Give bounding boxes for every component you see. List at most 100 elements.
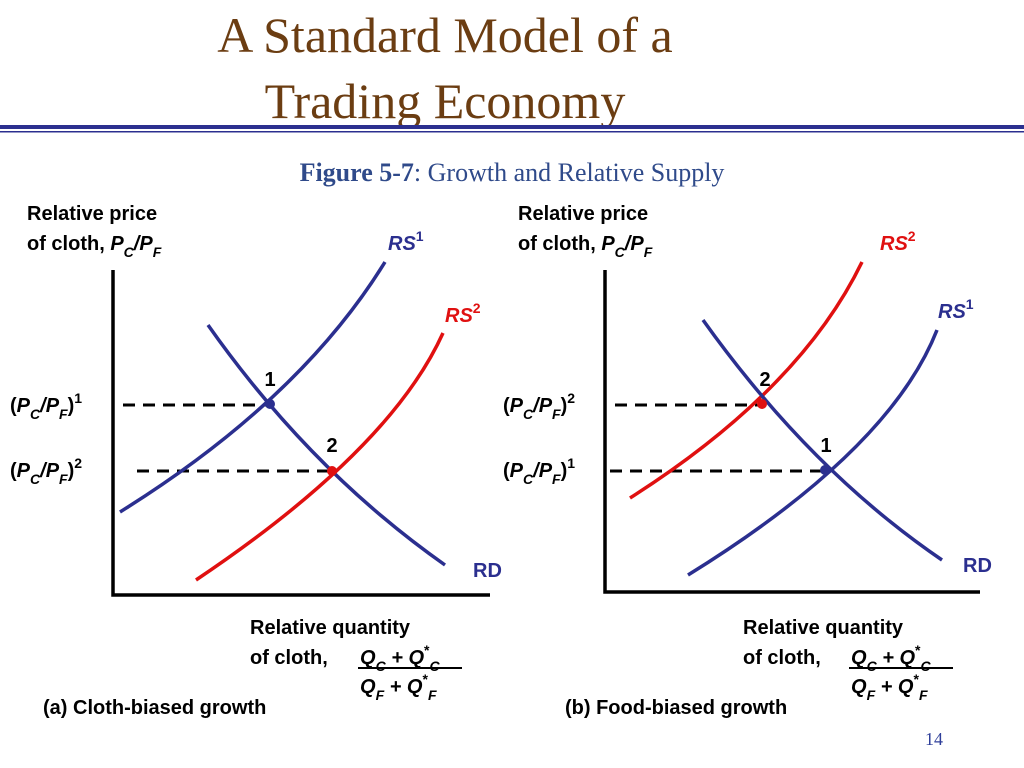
label-part: 2 bbox=[473, 300, 481, 316]
x-axis-label: of cloth, bbox=[250, 647, 333, 669]
page-number: 14 bbox=[925, 729, 943, 749]
label-part: ( bbox=[503, 395, 510, 417]
title-line: A Standard Model of a bbox=[217, 7, 672, 63]
label-part: Q bbox=[360, 647, 376, 669]
label-part: Q bbox=[360, 676, 376, 698]
curve-label: RD bbox=[473, 560, 502, 582]
label-part: F bbox=[552, 471, 561, 487]
label-part: ( bbox=[10, 460, 17, 482]
title-rule bbox=[0, 131, 1024, 133]
y-axis-label: Relative price bbox=[518, 203, 648, 225]
curve-label: RS1 bbox=[388, 228, 424, 255]
point-label: 2 bbox=[326, 435, 337, 457]
label-part: C bbox=[523, 471, 534, 487]
label-part: + Q bbox=[384, 676, 423, 698]
label-part: ( bbox=[503, 460, 510, 482]
x-axis-fraction: QC + Q*C bbox=[360, 642, 441, 674]
equilibrium-point bbox=[820, 465, 830, 475]
y-axis-label: Relative price bbox=[27, 203, 157, 225]
label-part: F bbox=[644, 244, 653, 260]
rd-curve bbox=[206, 323, 447, 567]
label-part: /P bbox=[133, 233, 154, 255]
figure-label: Figure 5-7 bbox=[300, 158, 414, 187]
label-part: F bbox=[867, 687, 876, 703]
label-part: ) bbox=[68, 395, 75, 417]
label-part: 2 bbox=[567, 390, 575, 406]
label-part: ) bbox=[561, 395, 568, 417]
panel-caption: (a) Cloth-biased growth bbox=[43, 697, 266, 719]
axes bbox=[111, 270, 490, 597]
price-label: (PC/PF)2 bbox=[503, 390, 575, 422]
label-part: + Q bbox=[386, 647, 425, 669]
label-part: RS bbox=[388, 233, 416, 255]
figure-text: : Growth and Relative Supply bbox=[414, 158, 725, 187]
panel-caption: (b) Food-biased growth bbox=[565, 697, 787, 719]
x-axis-label: Relative quantity bbox=[743, 617, 904, 639]
panel-a bbox=[111, 261, 490, 669]
label-part: ) bbox=[68, 460, 75, 482]
label-part: F bbox=[59, 406, 68, 422]
label-part: ( bbox=[10, 395, 17, 417]
price-label: (PC/PF)1 bbox=[503, 455, 575, 487]
label-part: P bbox=[510, 460, 524, 482]
y-axis-label: of cloth, PC/PF bbox=[518, 233, 653, 260]
label-part: F bbox=[428, 687, 437, 703]
equilibrium-point bbox=[757, 399, 767, 409]
equilibrium-point bbox=[327, 466, 337, 476]
x-axis-label: of cloth, bbox=[743, 647, 826, 669]
point-label: 2 bbox=[759, 369, 770, 391]
label-part: Q bbox=[851, 647, 867, 669]
title-rule bbox=[0, 125, 1024, 129]
price-label: (PC/PF)2 bbox=[10, 455, 82, 487]
curve-label: RD bbox=[963, 555, 992, 577]
label-part: /P bbox=[532, 395, 553, 417]
rs2-curve bbox=[629, 261, 864, 500]
label-part: 2 bbox=[74, 455, 82, 471]
x-axis-label: Relative quantity bbox=[250, 617, 411, 639]
price-label: (PC/PF)1 bbox=[10, 390, 82, 422]
x-axis-fraction: QF + Q*F bbox=[851, 671, 928, 703]
panel-b bbox=[603, 261, 980, 669]
label-part: RS bbox=[880, 233, 908, 255]
label-part: P bbox=[17, 460, 31, 482]
label-part: C bbox=[376, 658, 387, 674]
label-part: P bbox=[17, 395, 31, 417]
label-part: ) bbox=[561, 460, 568, 482]
rs1-curve bbox=[687, 329, 939, 577]
label-part: /P bbox=[39, 460, 60, 482]
label-part: F bbox=[552, 406, 561, 422]
label-part: C bbox=[921, 658, 932, 674]
label-part: 1 bbox=[567, 455, 575, 471]
rs1-curve bbox=[119, 261, 387, 514]
label-part: C bbox=[124, 244, 135, 260]
label-part: /P bbox=[39, 395, 60, 417]
label-part: * bbox=[424, 642, 430, 658]
label-part: F bbox=[376, 687, 385, 703]
label-part: * bbox=[915, 642, 921, 658]
label-part: F bbox=[919, 687, 928, 703]
label-part: C bbox=[30, 406, 41, 422]
axes bbox=[603, 270, 980, 594]
point-label: 1 bbox=[820, 435, 831, 457]
label-part: RS bbox=[938, 301, 966, 323]
curve-label: RS2 bbox=[880, 228, 916, 255]
x-axis-fraction: QC + Q*C bbox=[851, 642, 932, 674]
label-part: RS bbox=[445, 305, 473, 327]
label-part: F bbox=[59, 471, 68, 487]
curve-label: RS2 bbox=[445, 300, 481, 327]
rs2-curve bbox=[195, 332, 445, 582]
x-axis-fraction: QF + Q*F bbox=[360, 671, 437, 703]
label-part: P bbox=[601, 233, 615, 255]
label-part: C bbox=[615, 244, 626, 260]
rd-curve bbox=[701, 318, 943, 562]
point-label: 1 bbox=[264, 369, 275, 391]
label-part: F bbox=[153, 244, 162, 260]
figure-caption: Figure 5-7: Growth and Relative Supply bbox=[300, 158, 725, 187]
label-part: + Q bbox=[877, 647, 916, 669]
label-part: * bbox=[913, 671, 919, 687]
label-part: C bbox=[523, 406, 534, 422]
label-part: * bbox=[422, 671, 428, 687]
label-part: of cloth, bbox=[518, 233, 601, 255]
equilibrium-point bbox=[265, 399, 275, 409]
curve-label: RS1 bbox=[938, 296, 974, 323]
